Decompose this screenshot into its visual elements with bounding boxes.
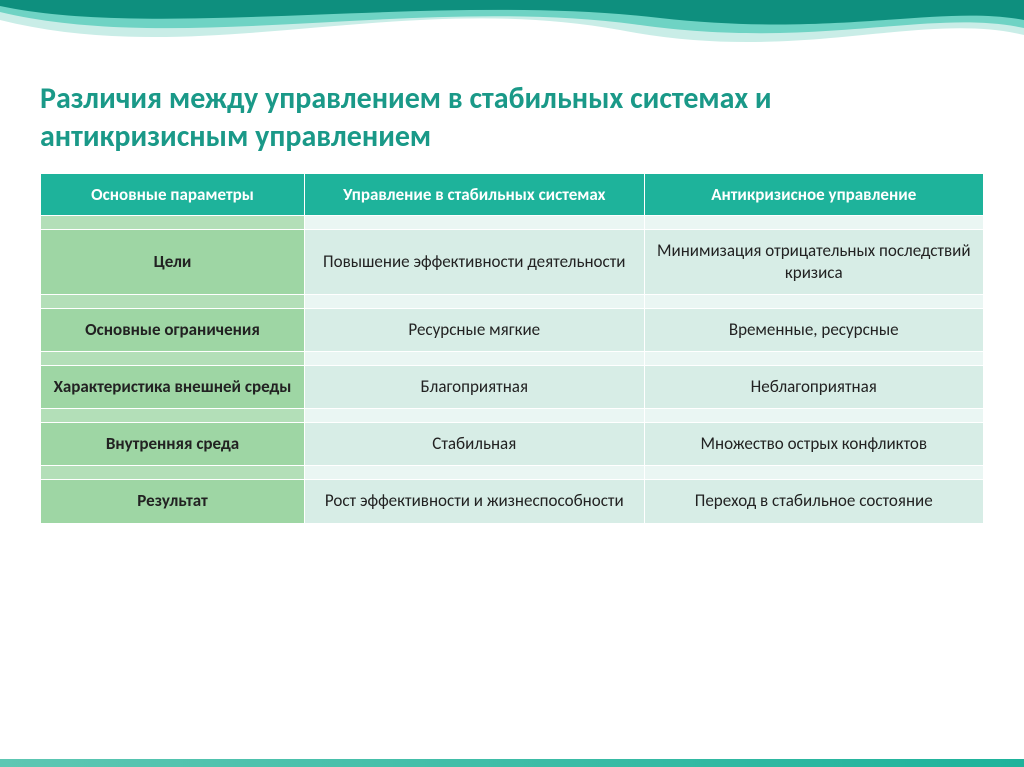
stable-cell: Рост эффективности и жизнеспособности bbox=[305, 480, 644, 523]
stable-cell: Стабильная bbox=[305, 423, 644, 466]
spacer-row bbox=[41, 409, 984, 423]
col-header-params: Основные параметры bbox=[41, 174, 305, 216]
crisis-cell: Временные, ресурсные bbox=[644, 309, 984, 352]
param-cell: Внутренняя среда bbox=[41, 423, 305, 466]
stable-cell: Благоприятная bbox=[305, 366, 644, 409]
col-header-stable: Управление в стабильных системах bbox=[305, 174, 644, 216]
stable-cell: Повышение эффективности деятельности bbox=[305, 230, 644, 295]
slide-title: Различия между управлением в стабильных … bbox=[40, 80, 984, 155]
table-row: Внутренняя среда Стабильная Множество ос… bbox=[41, 423, 984, 466]
crisis-cell: Множество острых конфликтов bbox=[644, 423, 984, 466]
param-cell: Цели bbox=[41, 230, 305, 295]
spacer-row bbox=[41, 295, 984, 309]
spacer-row bbox=[41, 352, 984, 366]
table-row: Результат Рост эффективности и жизнеспос… bbox=[41, 480, 984, 523]
param-cell: Основные ограничения bbox=[41, 309, 305, 352]
table-row: Основные ограничения Ресурсные мягкие Вр… bbox=[41, 309, 984, 352]
crisis-cell: Минимизация отрицательных последствий кр… bbox=[644, 230, 984, 295]
stable-cell: Ресурсные мягкие bbox=[305, 309, 644, 352]
spacer-row bbox=[41, 466, 984, 480]
footer-accent-bar bbox=[0, 759, 1024, 767]
spacer-row bbox=[41, 216, 984, 230]
col-header-crisis: Антикризисное управление bbox=[644, 174, 984, 216]
table-header-row: Основные параметры Управление в стабильн… bbox=[41, 174, 984, 216]
param-cell: Характеристика внешней среды bbox=[41, 366, 305, 409]
param-cell: Результат bbox=[41, 480, 305, 523]
table-row: Характеристика внешней среды Благоприятн… bbox=[41, 366, 984, 409]
table-row: Цели Повышение эффективности деятельност… bbox=[41, 230, 984, 295]
comparison-table: Основные параметры Управление в стабильн… bbox=[40, 173, 984, 524]
crisis-cell: Переход в стабильное состояние bbox=[644, 480, 984, 523]
slide-content: Различия между управлением в стабильных … bbox=[0, 0, 1024, 544]
crisis-cell: Неблагоприятная bbox=[644, 366, 984, 409]
